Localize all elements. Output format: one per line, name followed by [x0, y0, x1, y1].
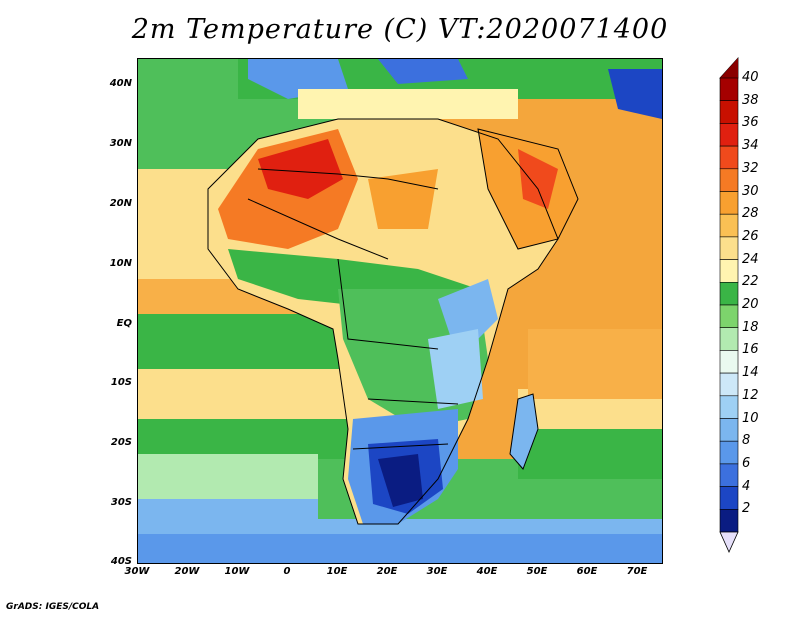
- lat-label-30n: 30N: [109, 138, 132, 149]
- colorbar-segment: [719, 168, 739, 192]
- lon-label-60e: 60E: [576, 566, 598, 577]
- colorbar-segment: [719, 77, 739, 102]
- lat-label-10n: 10N: [109, 258, 132, 269]
- colorbar-label: 22: [742, 274, 759, 290]
- lon-label-40e: 40E: [476, 566, 498, 577]
- lon-label-50e: 50E: [526, 566, 548, 577]
- lon-label-20w: 20W: [174, 566, 200, 577]
- colorbar-segment: [719, 100, 739, 124]
- colorbar-segment: [719, 282, 739, 306]
- colorbar-label: 16: [742, 342, 759, 358]
- colorbar-label: 14: [742, 365, 759, 381]
- lon-label-30e: 30E: [426, 566, 448, 577]
- lat-label-30s: 30S: [110, 497, 132, 508]
- colorbar-label: 6: [742, 455, 751, 471]
- colorbar-segment: [719, 145, 739, 170]
- lon-label-0: 0: [283, 566, 291, 577]
- colorbar-label: 2: [742, 501, 751, 517]
- colorbar-label: 18: [742, 319, 759, 335]
- colorbar-label: 36: [742, 115, 759, 131]
- colorbar-segment: [719, 259, 739, 283]
- colorbar-segment: [719, 508, 739, 533]
- colorbar-label: 10: [742, 410, 759, 426]
- map-title: 2m Temperature (C) VT:2020071400: [131, 14, 669, 45]
- lat-label-10s: 10S: [110, 377, 132, 388]
- lat-label-40s: 40S: [110, 556, 132, 567]
- lon-label-10e: 10E: [326, 566, 348, 577]
- colorbar: [719, 56, 739, 553]
- lat-label-eq: EQ: [116, 318, 132, 329]
- colorbar-segment: [719, 191, 739, 215]
- colorbar-segment: [719, 236, 739, 260]
- lat-label-20n: 20N: [109, 198, 132, 209]
- colorbar-segment: [719, 327, 739, 351]
- temperature-map: [137, 58, 663, 564]
- colorbar-label: 28: [742, 206, 759, 222]
- lon-label-70e: 70E: [626, 566, 648, 577]
- colorbar-label: 34: [742, 138, 759, 154]
- colorbar-label: 26: [742, 228, 759, 244]
- colorbar-label: 12: [742, 387, 759, 403]
- colorbar-segment: [719, 463, 739, 487]
- colorbar-segment: [719, 304, 739, 329]
- colorbar-segment: [719, 123, 739, 147]
- lat-label-20s: 20S: [110, 437, 132, 448]
- lat-label-40n: 40N: [109, 78, 132, 89]
- colorbar-label: 30: [742, 183, 759, 199]
- colorbar-label: 40: [742, 70, 759, 85]
- colorbar-label: 24: [742, 251, 759, 267]
- colorbar-segment: [719, 418, 739, 442]
- colorbar-segment: [719, 372, 739, 397]
- colorbar-label: 4: [742, 478, 751, 494]
- colorbar-segment: [719, 440, 739, 465]
- colorbar-label: 32: [742, 160, 759, 176]
- colorbar-label: 20: [742, 297, 759, 312]
- lon-label-30w: 30W: [124, 566, 150, 577]
- lon-label-10w: 10W: [224, 566, 250, 577]
- colorbar-label: 38: [742, 92, 759, 108]
- grads-credit: GrADS: IGES/COLA: [6, 602, 100, 612]
- colorbar-segment: [719, 213, 739, 238]
- colorbar-segment: [719, 395, 739, 419]
- colorbar-segment: [719, 486, 739, 510]
- lon-label-20e: 20E: [376, 566, 398, 577]
- colorbar-label: 8: [742, 433, 751, 449]
- colorbar-segment: [719, 350, 739, 374]
